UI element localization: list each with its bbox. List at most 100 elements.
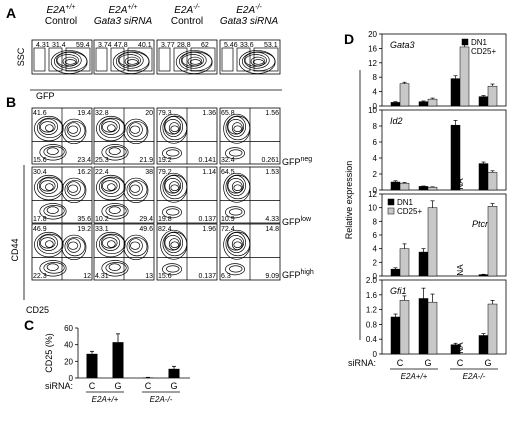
quadrant-value: 17.8 [33, 216, 47, 223]
gene-label: Gfi1 [390, 286, 407, 296]
column-header-treatment: Control [45, 16, 77, 27]
bar-cd25 [488, 172, 497, 190]
column-header-treatment: Gata3 siRNA [220, 16, 279, 27]
quadrant-value: 12 [83, 273, 91, 280]
panel-b-ylabel: CD44 [10, 238, 20, 261]
x-tick-label: C [89, 381, 96, 391]
y-tick-label: 6 [373, 231, 378, 240]
quadrant-value: 22.3 [33, 273, 47, 280]
bar-cd25 [488, 86, 497, 106]
y-tick-label: 2.0 [366, 276, 378, 285]
legend-label: DN1 [397, 198, 414, 207]
gate-value: 3.77 [161, 42, 175, 49]
gate-value: 31.4 [52, 42, 66, 49]
quadrant-value: 82.4 [158, 226, 172, 233]
bar-cd25 [428, 302, 437, 354]
y-tick-label: 20 [368, 30, 377, 39]
y-tick-label: 16 [368, 44, 377, 53]
legend-label: DN1 [471, 38, 488, 47]
gate-value: 33.6 [240, 42, 254, 49]
quadrant-value: 0.261 [261, 157, 279, 164]
bar-cd25 [460, 47, 469, 106]
y-tick-label: 2 [373, 170, 378, 179]
quadrant-value: 4.31 [95, 273, 109, 280]
bar-cd25 [428, 99, 437, 106]
y-tick-label: 8 [373, 122, 378, 131]
quadrant-value: 15.6 [33, 157, 47, 164]
y-tick-label: 0.8 [366, 320, 378, 329]
panel-a-ylabel: SSC [16, 47, 26, 66]
bar-dn1 [479, 275, 488, 276]
quadrant-value: 16.2 [77, 169, 91, 176]
y-tick-label: 12 [368, 59, 377, 68]
panel-label-d: D [344, 31, 354, 47]
bar-cd25 [400, 300, 409, 354]
na-label: NA [456, 178, 465, 190]
quadrant-value: 21.9 [139, 157, 153, 164]
quadrant-value: 65.8 [221, 110, 235, 117]
quadrant-value: 33.1 [95, 226, 109, 233]
column-header-treatment: Gata3 siRNA [94, 16, 153, 27]
quadrant-value: 30.4 [33, 169, 47, 176]
bar-dn1 [479, 336, 488, 355]
group-label: E2A-/- [150, 395, 173, 404]
quadrant-value: 15.6 [158, 273, 172, 280]
quadrant-value: 14.8 [265, 226, 279, 233]
quadrant-value: 9.09 [265, 273, 279, 280]
quadrant-value: 29.4 [139, 216, 153, 223]
y-tick-label: 10 [368, 204, 377, 213]
column-headers: E2A+/+ Control E2A+/+ Gata3 siRNA E2A-/-… [45, 4, 279, 27]
bar-cd25 [428, 208, 437, 276]
group-label: E2A+/+ [92, 395, 119, 404]
quadrant-value: 10.2 [95, 216, 109, 223]
quadrant-value: 0.137 [198, 273, 216, 280]
quadrant-value: 41.6 [33, 110, 47, 117]
quadrant-value: 1.53 [265, 169, 279, 176]
column-header-genotype: E2A-/- [236, 4, 262, 16]
gate-value: 53.1 [264, 42, 278, 49]
x-tick-label: C [145, 381, 152, 391]
bar-dn1 [419, 252, 428, 276]
y-tick-label: 10 [368, 106, 377, 115]
quadrant-value: 1.56 [265, 110, 279, 117]
quadrant-value: 19.8 [158, 216, 172, 223]
quadrant-value: 72.4 [221, 226, 235, 233]
quadrant-value: 38 [145, 169, 153, 176]
legend-label: CD25+ [471, 47, 496, 56]
gate-value: 47.8 [114, 42, 128, 49]
legend-swatch [388, 199, 394, 205]
gate-value: 59.4 [76, 42, 90, 49]
bar [169, 369, 180, 378]
x-tick-label: G [424, 358, 431, 368]
y-tick-label: 2 [373, 258, 378, 267]
quadrant-value: 19.2 [158, 157, 172, 164]
panel-label-c: C [24, 317, 34, 333]
bar-cd25 [488, 304, 497, 354]
quadrant-value: 0.141 [198, 157, 216, 164]
row-label-gfp-neg: GFPneg [282, 156, 312, 167]
quadrant-value: 22.4 [95, 169, 109, 176]
panel-a-xlabel: GFP [36, 91, 55, 101]
bar-dn1 [391, 182, 400, 190]
y-tick-label: 4 [373, 154, 378, 163]
quadrant-value: 25.3 [95, 157, 109, 164]
quadrant-value: 32.4 [221, 157, 235, 164]
bar-dn1 [419, 299, 428, 355]
x-tick-label: G [114, 381, 121, 391]
column-header-genotype: E2A+/+ [46, 4, 75, 16]
y-tick-label: 1.2 [366, 306, 378, 315]
quadrant-value: 4.33 [265, 216, 279, 223]
gene-label: Id2 [390, 116, 403, 126]
gate-value: 40.1 [138, 42, 152, 49]
na-label: NA [456, 264, 465, 276]
y-tick-label: 1.6 [366, 291, 378, 300]
bar-cd25 [428, 187, 437, 190]
panel-label-a: A [6, 5, 16, 21]
y-tick-label: 40 [64, 341, 73, 350]
quadrant-value: 13 [145, 273, 153, 280]
